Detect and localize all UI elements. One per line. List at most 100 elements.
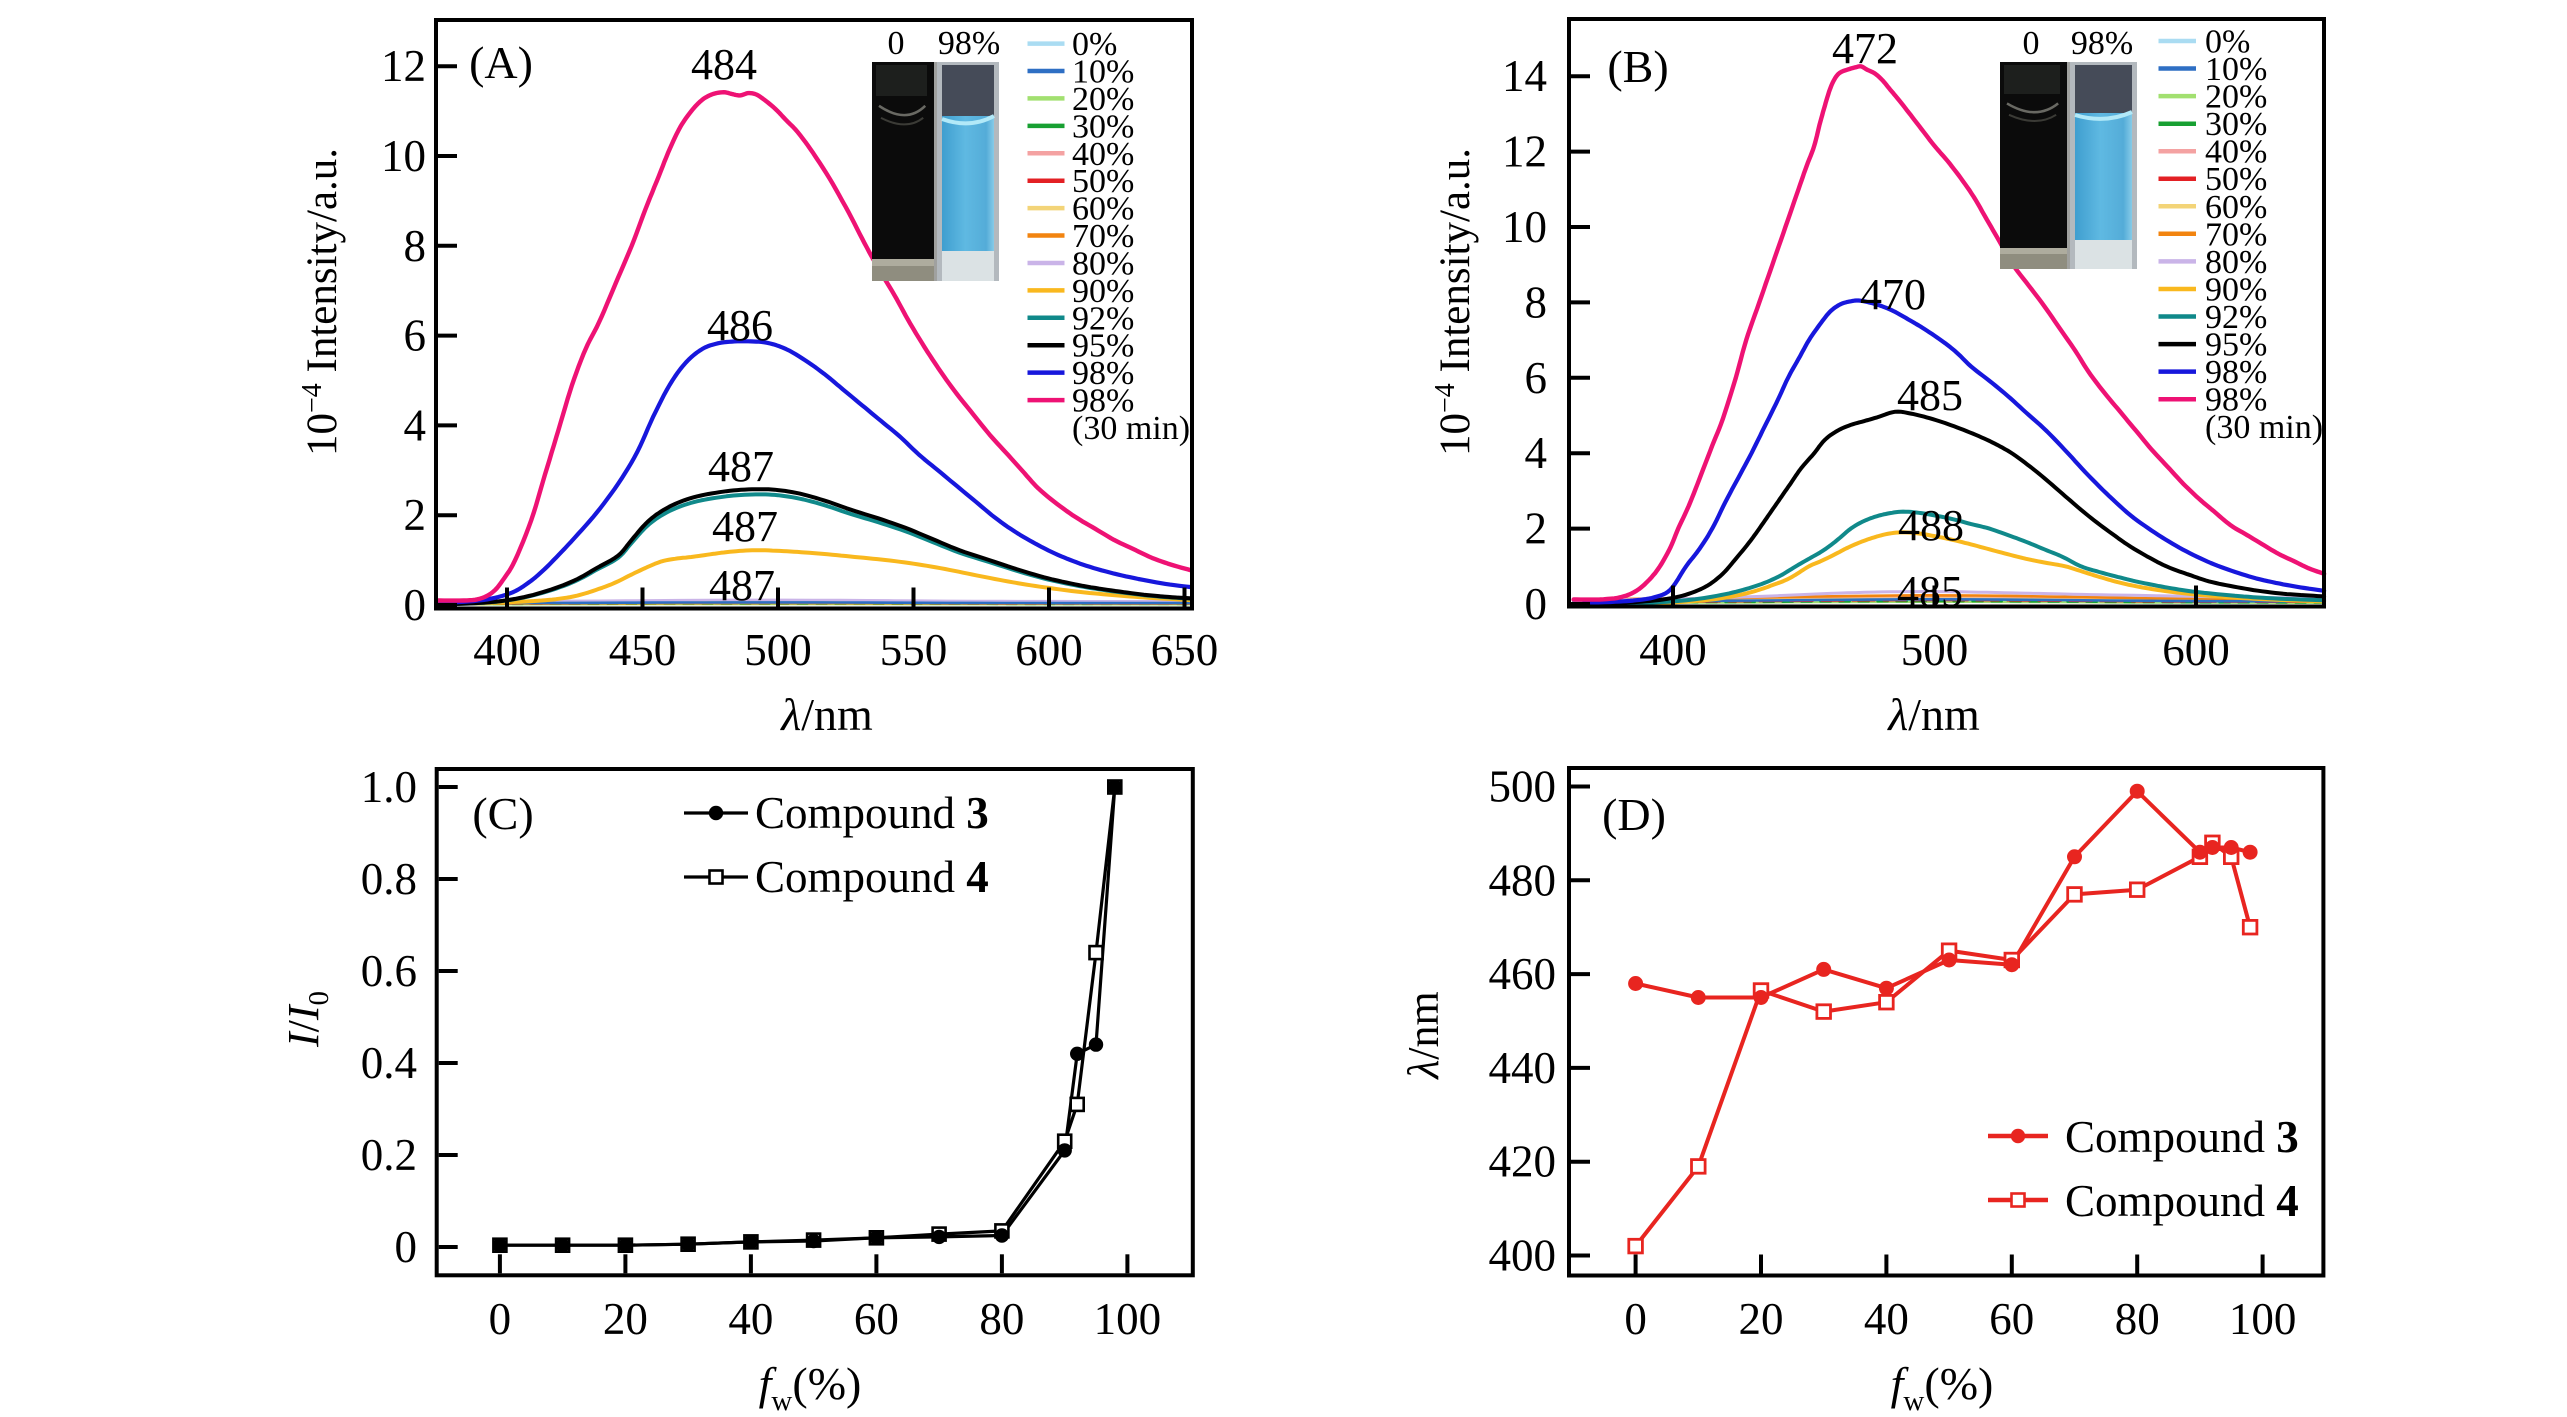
svg-text:40%: 40%: [1072, 136, 1134, 173]
svg-text:8: 8: [1525, 277, 1548, 327]
svg-text:8: 8: [404, 221, 427, 271]
svg-text:100: 100: [2229, 1294, 2297, 1344]
svg-text:20: 20: [1739, 1294, 1784, 1344]
svg-text:4: 4: [1525, 428, 1548, 478]
svg-text:487: 487: [709, 561, 775, 610]
svg-text:Compound 4: Compound 4: [755, 852, 989, 902]
svg-text:60: 60: [854, 1294, 899, 1344]
svg-text:98%: 98%: [938, 25, 1000, 62]
svg-text:80: 80: [979, 1294, 1024, 1344]
svg-text:12: 12: [381, 41, 426, 91]
svg-text:485: 485: [1897, 371, 1963, 420]
svg-text:0: 0: [1624, 1294, 1647, 1344]
svg-text:98%: 98%: [1072, 383, 1134, 420]
svg-text:6: 6: [404, 311, 427, 361]
svg-text:472: 472: [1832, 24, 1898, 73]
svg-text:80: 80: [2115, 1294, 2160, 1344]
svg-text:80%: 80%: [2205, 244, 2267, 281]
svg-text:60%: 60%: [1072, 191, 1134, 228]
svg-text:14: 14: [1502, 51, 1547, 101]
svg-text:40%: 40%: [2205, 134, 2267, 171]
svg-text:Compound 3: Compound 3: [2065, 1112, 2299, 1162]
svg-text:650: 650: [1151, 625, 1219, 675]
svg-text:95%: 95%: [2205, 327, 2267, 364]
svg-text:0: 0: [404, 580, 427, 630]
svg-text:6: 6: [1525, 353, 1548, 403]
svg-text:486: 486: [707, 301, 773, 350]
svg-text:(30 min): (30 min): [1072, 410, 1190, 447]
svg-text:400: 400: [1639, 625, 1707, 675]
svg-text:98%: 98%: [2071, 25, 2133, 62]
svg-text:2: 2: [404, 490, 427, 540]
svg-text:λ/nm: λ/nm: [1886, 689, 1980, 740]
svg-text:90%: 90%: [1072, 273, 1134, 310]
svg-text:(30 min): (30 min): [2205, 409, 2323, 446]
svg-text:600: 600: [1015, 625, 1083, 675]
svg-text:50%: 50%: [1072, 163, 1134, 200]
svg-text:98%: 98%: [1072, 355, 1134, 392]
svg-text:98%: 98%: [2205, 354, 2267, 391]
svg-text:0: 0: [888, 25, 905, 62]
svg-text:98%: 98%: [2205, 382, 2267, 419]
svg-text:450: 450: [609, 625, 677, 675]
svg-text:0%: 0%: [2205, 24, 2250, 61]
svg-text:500: 500: [1489, 762, 1557, 812]
svg-text:100: 100: [1094, 1294, 1162, 1344]
svg-text:I/I0: I/I0: [279, 991, 335, 1048]
svg-text:500: 500: [1901, 625, 1969, 675]
svg-text:90%: 90%: [2205, 272, 2267, 309]
svg-text:40: 40: [1864, 1294, 1909, 1344]
svg-text:λ/nm: λ/nm: [779, 689, 873, 740]
svg-text:484: 484: [691, 40, 757, 89]
svg-text:(C): (C): [472, 788, 533, 839]
svg-text:95%: 95%: [1072, 328, 1134, 365]
svg-text:10: 10: [1502, 202, 1547, 252]
svg-text:50%: 50%: [2205, 161, 2267, 198]
svg-text:70%: 70%: [1072, 218, 1134, 255]
svg-text:487: 487: [712, 502, 778, 551]
svg-text:550: 550: [880, 625, 948, 675]
svg-text:20%: 20%: [1072, 81, 1134, 118]
svg-text:30%: 30%: [2205, 106, 2267, 143]
svg-text:2: 2: [1525, 504, 1548, 554]
svg-text:10%: 10%: [2205, 51, 2267, 88]
svg-text:92%: 92%: [2205, 299, 2267, 336]
svg-text:485: 485: [1897, 567, 1963, 616]
svg-text:0: 0: [1525, 579, 1548, 629]
svg-text:40: 40: [728, 1294, 773, 1344]
svg-text:0: 0: [489, 1294, 512, 1344]
svg-text:92%: 92%: [1072, 300, 1134, 337]
svg-text:(A): (A): [469, 37, 533, 88]
svg-text:0%: 0%: [1072, 26, 1117, 63]
svg-text:400: 400: [1489, 1231, 1557, 1281]
svg-text:0.4: 0.4: [361, 1038, 417, 1088]
svg-text:20: 20: [603, 1294, 648, 1344]
svg-text:420: 420: [1489, 1137, 1557, 1187]
svg-text:4: 4: [404, 400, 427, 450]
svg-text:1.0: 1.0: [361, 762, 417, 812]
svg-text:400: 400: [473, 625, 541, 675]
svg-text:80%: 80%: [1072, 246, 1134, 283]
svg-text:10%: 10%: [1072, 54, 1134, 91]
svg-text:500: 500: [744, 625, 812, 675]
svg-text:70%: 70%: [2205, 216, 2267, 253]
svg-text:0: 0: [395, 1222, 418, 1272]
svg-text:(B): (B): [1607, 41, 1668, 92]
svg-text:460: 460: [1489, 949, 1557, 999]
svg-text:λ/nm: λ/nm: [1399, 991, 1448, 1081]
svg-text:30%: 30%: [1072, 108, 1134, 145]
svg-text:470: 470: [1860, 270, 1926, 319]
svg-text:488: 488: [1898, 501, 1964, 550]
svg-text:Compound 4: Compound 4: [2065, 1176, 2299, 1226]
svg-text:0.8: 0.8: [361, 854, 417, 904]
svg-text:487: 487: [708, 442, 774, 491]
svg-text:0: 0: [2023, 25, 2040, 62]
svg-text:20%: 20%: [2205, 79, 2267, 116]
svg-text:0.6: 0.6: [361, 946, 417, 996]
svg-text:60%: 60%: [2205, 189, 2267, 226]
svg-text:Compound 3: Compound 3: [755, 788, 989, 838]
svg-text:60: 60: [1989, 1294, 2034, 1344]
svg-text:600: 600: [2162, 625, 2230, 675]
svg-text:12: 12: [1502, 127, 1547, 177]
svg-text:480: 480: [1489, 855, 1557, 905]
